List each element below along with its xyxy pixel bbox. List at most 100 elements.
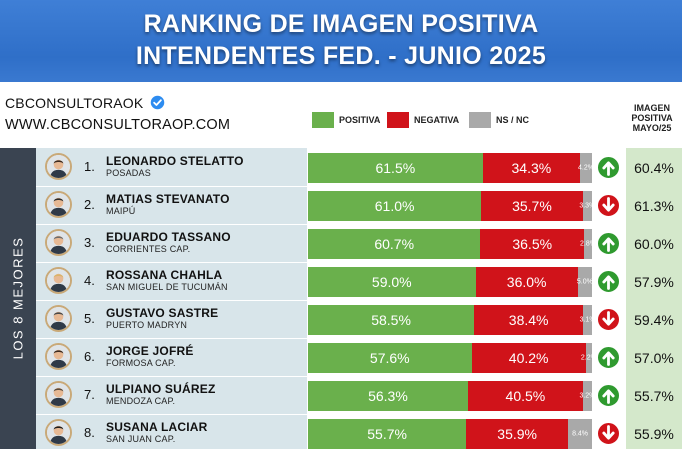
rank-number: 7. (84, 387, 95, 402)
bar-positive: 56.3% (308, 381, 468, 411)
bar-negative: 38.4% (474, 305, 584, 335)
previous-image-value: 57.0% (634, 350, 674, 366)
avatar (45, 343, 72, 370)
row-separator (36, 186, 626, 187)
bar-negative: 34.3% (482, 153, 581, 183)
bar-negative: 40.5% (467, 381, 583, 411)
legend-nsnc-swatch (469, 112, 491, 128)
bar-positive: 58.5% (308, 305, 475, 335)
bar-nsnc: 5.0% (576, 267, 593, 297)
bar-negative-label: 40.5% (505, 388, 546, 404)
previous-image-value: 61.3% (634, 198, 674, 214)
bar-positive-label: 59.0% (371, 274, 412, 290)
previous-image-value: 59.4% (634, 312, 674, 328)
bar-positive-label: 60.7% (374, 236, 415, 252)
bar-negative: 35.7% (481, 191, 583, 221)
bar-negative-label: 34.3% (511, 160, 552, 176)
mayor-city: SAN MIGUEL DE TUCUMÁN (106, 282, 228, 292)
bar-nsnc: 2.2% (581, 343, 597, 373)
mayor-city: FORMOSA CAP. (106, 358, 176, 368)
bar-nsnc-label: 3.2% (579, 392, 596, 400)
verified-badge-icon (150, 95, 165, 113)
rank-number: 8. (84, 425, 95, 440)
legend-positive: POSITIVA (312, 110, 380, 130)
bar-positive-label: 58.5% (371, 312, 411, 328)
legend-negative-swatch (387, 112, 409, 128)
avatar (45, 267, 72, 294)
rank-number: 4. (84, 273, 95, 288)
chart-title-line2: INTENDENTES FED. - JUNIO 2025 (135, 42, 547, 70)
bar-positive-label: 61.0% (374, 198, 415, 214)
previous-image-value: 57.9% (634, 274, 674, 290)
mayor-city: MENDOZA CAP. (106, 396, 176, 406)
rank-number: 2. (84, 197, 95, 212)
legend-nsnc-label: NS / NC (496, 115, 530, 125)
rank-number: 1. (84, 159, 95, 174)
mayor-city: CORRIENTES CAP. (106, 244, 191, 254)
bar-positive: 61.5% (308, 153, 483, 183)
bar-nsnc-label: 5.0% (576, 278, 593, 286)
bar-positive: 60.7% (308, 229, 481, 259)
trend-down-arrow-icon (596, 307, 621, 332)
header-banner: RANKING DE IMAGEN POSITIVA INTENDENTES F… (0, 0, 682, 82)
bar-nsnc: 3.3% (579, 191, 595, 221)
mayor-city: PUERTO MADRYN (106, 320, 188, 330)
bar-nsnc: 2.8% (580, 229, 596, 259)
bar-negative: 35.9% (466, 419, 569, 449)
brand-handle-text: CBCONSULTORAOK (5, 95, 144, 111)
bar-positive: 59.0% (308, 267, 476, 297)
column-header-line2: POSITIVA (631, 113, 673, 123)
bar-negative-label: 36.0% (506, 274, 547, 290)
bar-nsnc-label: 8.4% (572, 430, 589, 438)
bar-nsnc: 3.1% (580, 305, 596, 335)
brand-handle: CBCONSULTORAOK (5, 95, 165, 113)
previous-image-value: 60.4% (634, 160, 674, 176)
legend-negative-label: NEGATIVA (414, 115, 460, 125)
trend-up-arrow-icon (596, 383, 621, 408)
bar-positive-label: 55.7% (367, 426, 407, 442)
mayor-name: LEONARDO STELATTO (106, 154, 244, 168)
trend-down-arrow-icon (596, 193, 621, 218)
avatar (45, 381, 72, 408)
mayor-name: GUSTAVO SASTRE (106, 306, 219, 320)
mayor-name: ROSSANA CHAHLA (106, 268, 223, 282)
rank-number: 5. (84, 311, 95, 326)
mayor-city: SAN JUAN CAP. (106, 434, 176, 444)
bar-positive-label: 61.5% (375, 160, 416, 176)
bar-negative: 36.0% (475, 267, 578, 297)
avatar (45, 229, 72, 256)
avatar (45, 305, 72, 332)
bar-positive: 55.7% (308, 419, 467, 449)
previous-image-value: 60.0% (634, 236, 674, 252)
mayor-name: MATIAS STEVANATO (106, 192, 230, 206)
mayor-name: ULPIANO SUÁREZ (106, 382, 216, 396)
row-separator (36, 224, 626, 225)
bar-positive-label: 56.3% (368, 388, 408, 404)
bar-negative-label: 35.9% (497, 426, 538, 442)
bar-negative: 36.5% (480, 229, 585, 259)
legend-positive-label: POSITIVA (339, 115, 381, 125)
chart-title-line1: RANKING DE IMAGEN POSITIVA (143, 10, 539, 38)
bar-nsnc-label: 3.1% (579, 316, 596, 324)
mayor-name: EDUARDO TASSANO (106, 230, 231, 244)
bar-nsnc: 8.4% (568, 419, 592, 449)
trend-down-arrow-icon (596, 421, 621, 446)
side-band (0, 148, 36, 449)
legend-negative: NEGATIVA (387, 110, 459, 130)
bar-positive-label: 57.6% (369, 350, 410, 366)
bar-nsnc-label: 4.2% (578, 164, 594, 172)
trend-up-arrow-icon (596, 231, 621, 256)
trend-up-arrow-icon (596, 345, 621, 370)
row-separator (36, 300, 626, 301)
bar-nsnc-label: 2.2% (580, 354, 597, 362)
bar-negative-label: 36.5% (512, 236, 553, 252)
column-header-line1: IMAGEN (634, 103, 670, 113)
previous-image-value: 55.7% (634, 388, 674, 404)
row-separator (36, 262, 626, 263)
bar-positive: 57.6% (308, 343, 472, 373)
bar-negative-label: 40.2% (508, 350, 549, 366)
bar-nsnc-label: 2.8% (580, 240, 596, 248)
bar-positive: 61.0% (308, 191, 482, 221)
avatar (45, 419, 72, 446)
previous-image-column-header: IMAGEN POSITIVA MAYO/25 (624, 103, 680, 133)
